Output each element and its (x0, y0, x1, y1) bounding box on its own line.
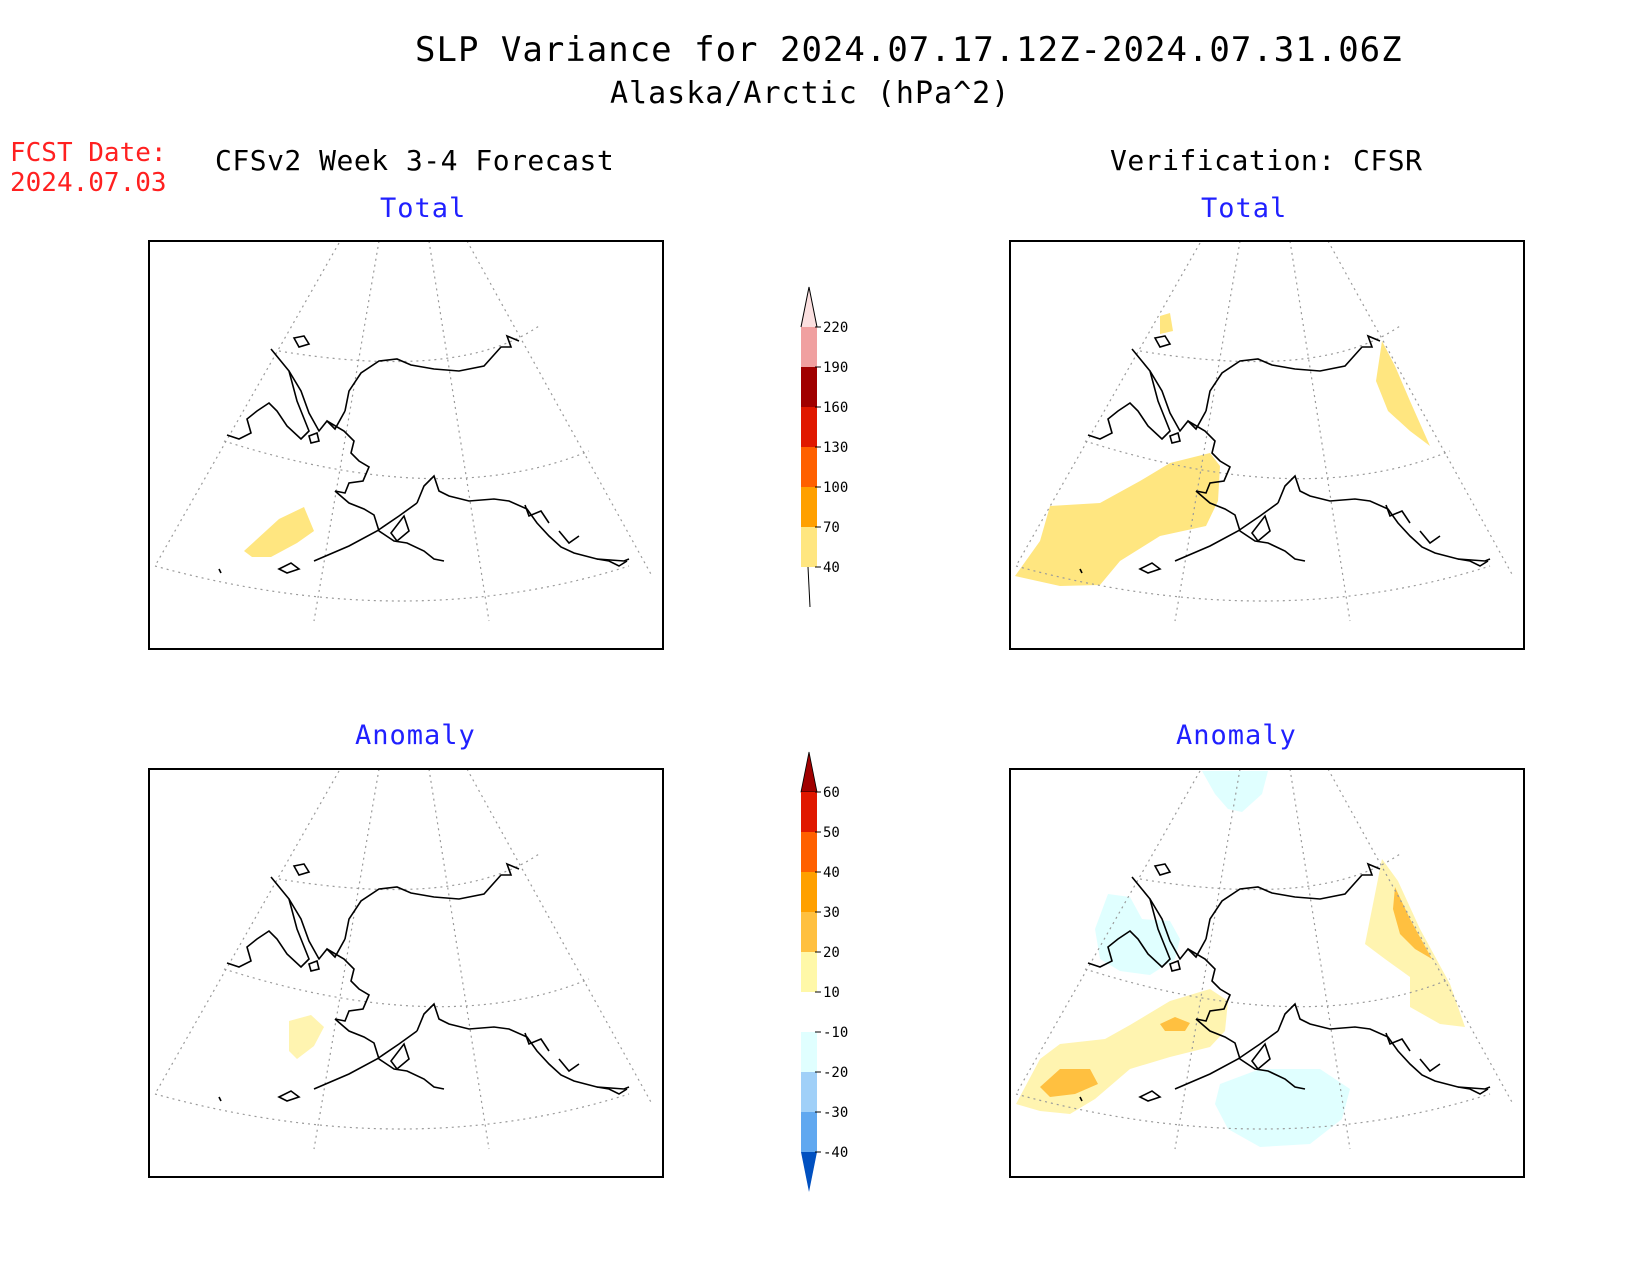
anomaly-colorbar-label: 60 (823, 785, 840, 801)
anomaly-colorbar-band (801, 1072, 817, 1112)
total-colorbar-outline-top (800, 286, 818, 328)
verification-anomaly-shade-neg-west (1095, 894, 1180, 975)
total-colorbar-label: 40 (823, 560, 840, 576)
forecast-total-shade-40 (244, 507, 314, 557)
total-colorbar-label: 130 (823, 440, 848, 456)
total-colorbar-outline-bottom (807, 566, 811, 608)
verification-total-shade-canada (1376, 341, 1430, 446)
forecast-anomaly-panel (148, 768, 664, 1178)
anomaly-colorbar-label: 10 (823, 985, 840, 1001)
verification-anomaly-shade-neg-top (1202, 771, 1268, 812)
forecast-total-panel (148, 240, 664, 650)
forecast-column-heading: CFSv2 Week 3-4 Forecast (215, 144, 615, 177)
anomaly-colorbar-band (801, 832, 817, 872)
anomaly-colorbar-label: 50 (823, 825, 840, 841)
verification-total-panel (1009, 240, 1525, 650)
anomaly-colorbar-band (801, 992, 817, 1032)
forecast-total-title: Total (380, 193, 467, 224)
anomaly-colorbar-label: 30 (823, 905, 840, 921)
forecast-anomaly-title: Anomaly (355, 720, 476, 751)
total-colorbar-band (801, 327, 817, 367)
verification-anomaly-shade-neg-south (1215, 1069, 1350, 1147)
total-colorbar: 220 190 160 130 100 70 40 (800, 286, 848, 608)
anomaly-colorbar-label: -30 (823, 1105, 848, 1121)
fcst-date-value: 2024.07.03 (10, 168, 167, 198)
verification-column-heading: Verification: CFSR (1110, 144, 1423, 177)
anomaly-colorbar-band (801, 1112, 817, 1152)
forecast-anomaly-shade-10 (289, 1015, 324, 1059)
anomaly-colorbar-band (801, 912, 817, 952)
main-title: SLP Variance for 2024.07.17.12Z-2024.07.… (415, 30, 1403, 70)
total-colorbar-label: 100 (823, 480, 848, 496)
anomaly-colorbar-label: 20 (823, 945, 840, 961)
anomaly-colorbar: 60 50 40 30 20 10 -10 -20 -30 -40 (800, 751, 848, 1192)
anomaly-colorbar-band (801, 952, 817, 992)
total-colorbar-label: 190 (823, 360, 848, 376)
total-colorbar-band (801, 367, 817, 407)
total-colorbar-band (801, 527, 817, 567)
verification-anomaly-panel (1009, 768, 1525, 1178)
anomaly-colorbar-label: -40 (823, 1145, 848, 1161)
subtitle: Alaska/Arctic (hPa^2) (610, 76, 1011, 111)
verification-total-shade-arctic (1160, 313, 1173, 334)
total-colorbar-band (801, 407, 817, 447)
anomaly-colorbar-label: -10 (823, 1025, 848, 1041)
verification-total-title: Total (1201, 193, 1288, 224)
anomaly-colorbar-label: 40 (823, 865, 840, 881)
anomaly-colorbar-label: -20 (823, 1065, 848, 1081)
verification-anomaly-shade-pos-bering (1016, 989, 1228, 1114)
verification-total-shade-bering (1015, 453, 1220, 586)
verification-anomaly-shade-pos-bering-core1 (1040, 1069, 1098, 1097)
total-colorbar-label: 220 (823, 320, 848, 336)
anomaly-colorbar-cap-bottom (801, 1152, 817, 1192)
verification-anomaly-shade-pos-bering-core2 (1160, 1017, 1190, 1031)
anomaly-colorbar-band (801, 792, 817, 832)
anomaly-colorbar-band (801, 1032, 817, 1072)
total-colorbar-cap (801, 287, 817, 327)
total-colorbar-label: 160 (823, 400, 848, 416)
verification-anomaly-shade-pos-canada-core (1393, 887, 1432, 959)
total-colorbar-label: 70 (823, 520, 840, 536)
total-colorbar-band (801, 447, 817, 487)
anomaly-colorbar-cap-top (800, 751, 818, 793)
total-colorbar-band (801, 487, 817, 527)
fcst-date-label: FCST Date: (10, 138, 167, 168)
verification-anomaly-title: Anomaly (1176, 720, 1297, 751)
anomaly-colorbar-band (801, 872, 817, 912)
